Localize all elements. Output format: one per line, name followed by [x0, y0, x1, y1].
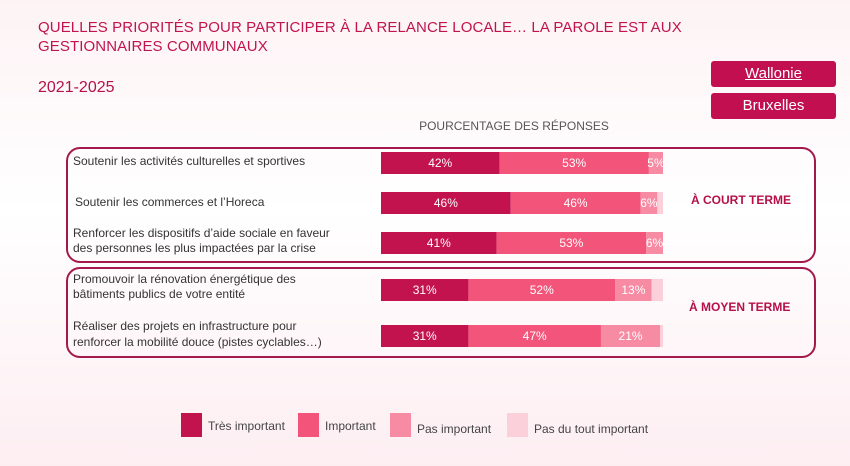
legend-swatch	[507, 413, 528, 437]
legend-label: Pas du tout important	[534, 422, 649, 436]
category-label: renforcer la mobilité douce (pistes cycl…	[73, 335, 322, 349]
legend-label: Très important	[208, 419, 285, 433]
category-label: Réaliser des projets en infrastructure p…	[73, 319, 297, 333]
page-title: QUELLES PRIORITÉS POUR PARTICIPER À LA R…	[38, 19, 682, 55]
category-label: bâtiments publics de votre entité	[73, 287, 246, 301]
medium-term-group	[66, 267, 816, 358]
category-label: Soutenir les commerces et l’Horeca	[75, 195, 265, 209]
period-label: 2021-2025	[38, 79, 115, 96]
legend-label: Important	[325, 419, 376, 433]
wallonie-label: Wallonie	[745, 65, 802, 82]
medium-term-label: À MOYEN TERME	[689, 300, 791, 314]
wallonie-button[interactable]: Wallonie	[711, 61, 836, 87]
legend-swatch	[181, 413, 202, 437]
short-term-label: À COURT TERME	[691, 193, 791, 207]
short-term-group	[66, 147, 816, 263]
category-label: Promouvoir la rénovation énergétique des	[73, 272, 296, 286]
category-label: Soutenir les activités culturelles et sp…	[73, 154, 306, 168]
legend-swatch	[298, 413, 319, 437]
x-axis-title: POURCENTAGE DES RÉPONSES	[419, 119, 609, 133]
category-label: des personnes les plus impactées par la …	[73, 241, 316, 255]
legend-swatch	[390, 413, 411, 437]
category-label: Renforcer les dispositifs d’aide sociale…	[73, 226, 330, 240]
legend-label: Pas important	[417, 422, 492, 436]
bruxelles-button[interactable]: Bruxelles	[711, 93, 836, 119]
